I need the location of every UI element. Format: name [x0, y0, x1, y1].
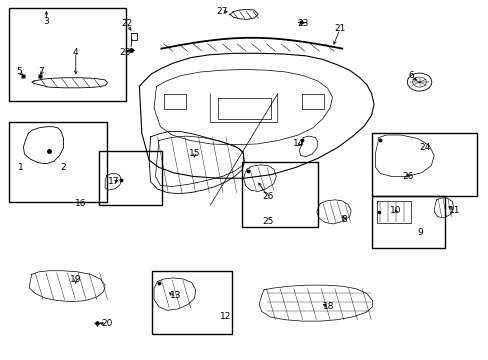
Bar: [151, 271, 232, 334]
Text: 3: 3: [43, 17, 49, 26]
Bar: [9, 8, 126, 101]
Bar: [371, 133, 476, 196]
Text: 23: 23: [297, 19, 308, 28]
Text: 19: 19: [70, 274, 81, 284]
Bar: [9, 122, 106, 202]
Text: 20: 20: [101, 320, 112, 328]
Text: 21: 21: [333, 24, 345, 33]
Text: 18: 18: [322, 302, 334, 311]
Text: 11: 11: [448, 206, 460, 215]
Text: 14: 14: [292, 139, 304, 148]
Text: 12: 12: [220, 311, 231, 320]
Text: 7: 7: [39, 68, 44, 77]
Text: 26: 26: [262, 192, 273, 201]
Text: 15: 15: [188, 149, 200, 158]
Text: 17: 17: [107, 177, 119, 186]
Text: 8: 8: [341, 215, 347, 224]
Bar: [99, 151, 162, 205]
Text: 23: 23: [119, 48, 130, 57]
Text: 2: 2: [61, 163, 66, 172]
Text: 25: 25: [262, 217, 273, 226]
Text: 26: 26: [402, 172, 413, 181]
Bar: [242, 162, 317, 227]
Text: 1: 1: [18, 163, 23, 172]
Text: 16: 16: [75, 199, 86, 208]
Text: 9: 9: [417, 228, 423, 237]
Text: 24: 24: [419, 143, 430, 152]
Text: 27: 27: [216, 7, 228, 16]
Text: 13: 13: [170, 292, 182, 300]
Text: 10: 10: [389, 206, 401, 215]
Text: 6: 6: [407, 71, 413, 80]
Bar: [371, 196, 444, 248]
Text: 4: 4: [73, 48, 79, 57]
Text: 22: 22: [121, 19, 133, 28]
Text: 5: 5: [17, 68, 22, 77]
